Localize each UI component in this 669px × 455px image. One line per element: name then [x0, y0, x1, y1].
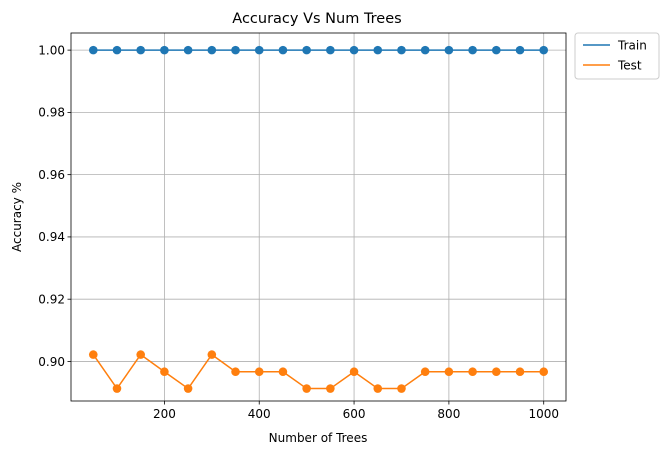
- data-point-train: [254, 45, 264, 55]
- data-point-test: [326, 384, 335, 393]
- data-point-train: [349, 45, 359, 55]
- data-point-test: [278, 367, 288, 377]
- y-tick-label: 1.00: [38, 43, 65, 57]
- x-tick-label: 200: [153, 407, 176, 421]
- data-point-test: [515, 367, 525, 377]
- data-point-test: [373, 384, 383, 393]
- x-axis-ticks: 200 400 600 800 1000: [153, 401, 559, 421]
- y-axis-ticks: 0.90 0.92 0.94 0.96 0.98 1.00: [38, 43, 71, 369]
- y-axis-label: Accuracy %: [10, 182, 24, 252]
- data-point-train: [302, 45, 311, 55]
- data-point-test: [112, 384, 122, 393]
- y-tick-label: 0.98: [38, 106, 65, 120]
- data-point-train: [160, 45, 169, 55]
- data-point-test: [231, 367, 240, 377]
- y-tick-label: 0.90: [38, 355, 65, 369]
- data-point-test: [88, 350, 98, 359]
- grid: [71, 33, 566, 401]
- data-point-test: [349, 367, 359, 377]
- data-point-test: [420, 367, 430, 377]
- data-point-test: [444, 367, 454, 377]
- data-point-test: [254, 367, 264, 377]
- x-tick-label: 400: [248, 407, 271, 421]
- y-tick-label: 0.96: [38, 168, 65, 182]
- legend: Train Test: [574, 32, 660, 80]
- data-point-test: [207, 350, 217, 359]
- x-tick-label: 800: [437, 407, 460, 421]
- data-point-train: [397, 45, 406, 55]
- data-point-test: [468, 367, 477, 377]
- legend-label-train: Train: [617, 39, 647, 53]
- data-point-train: [539, 45, 549, 55]
- data-point-test: [492, 367, 501, 377]
- data-point-train: [420, 45, 430, 55]
- data-point-train: [207, 45, 217, 55]
- data-point-test: [136, 350, 145, 359]
- data-point-train: [231, 45, 240, 55]
- plot-frame: [70, 32, 567, 402]
- data-point-train: [88, 45, 98, 55]
- data-point-test: [397, 384, 406, 393]
- data-point-train: [112, 45, 122, 55]
- data-point-train: [492, 45, 501, 55]
- data-point-train: [326, 45, 335, 55]
- chart-title: Accuracy Vs Num Trees: [232, 11, 401, 27]
- data-point-train: [444, 45, 454, 55]
- data-point-train: [183, 45, 193, 55]
- data-point-test: [183, 384, 193, 393]
- data-point-train: [515, 45, 525, 55]
- x-axis-label: Number of Trees: [269, 431, 368, 445]
- data-point-train: [136, 45, 145, 55]
- data-point-test: [539, 367, 549, 377]
- legend-label-test: Test: [617, 59, 642, 73]
- data-point-train: [468, 45, 477, 55]
- y-tick-label: 0.94: [38, 230, 65, 244]
- data-point-train: [278, 45, 288, 55]
- series-layer: [88, 45, 549, 393]
- x-tick-label: 600: [343, 407, 366, 421]
- data-point-test: [302, 384, 311, 393]
- data-point-test: [160, 367, 169, 377]
- x-tick-label: 1000: [528, 407, 559, 421]
- y-tick-label: 0.92: [38, 292, 65, 306]
- data-point-train: [373, 45, 383, 55]
